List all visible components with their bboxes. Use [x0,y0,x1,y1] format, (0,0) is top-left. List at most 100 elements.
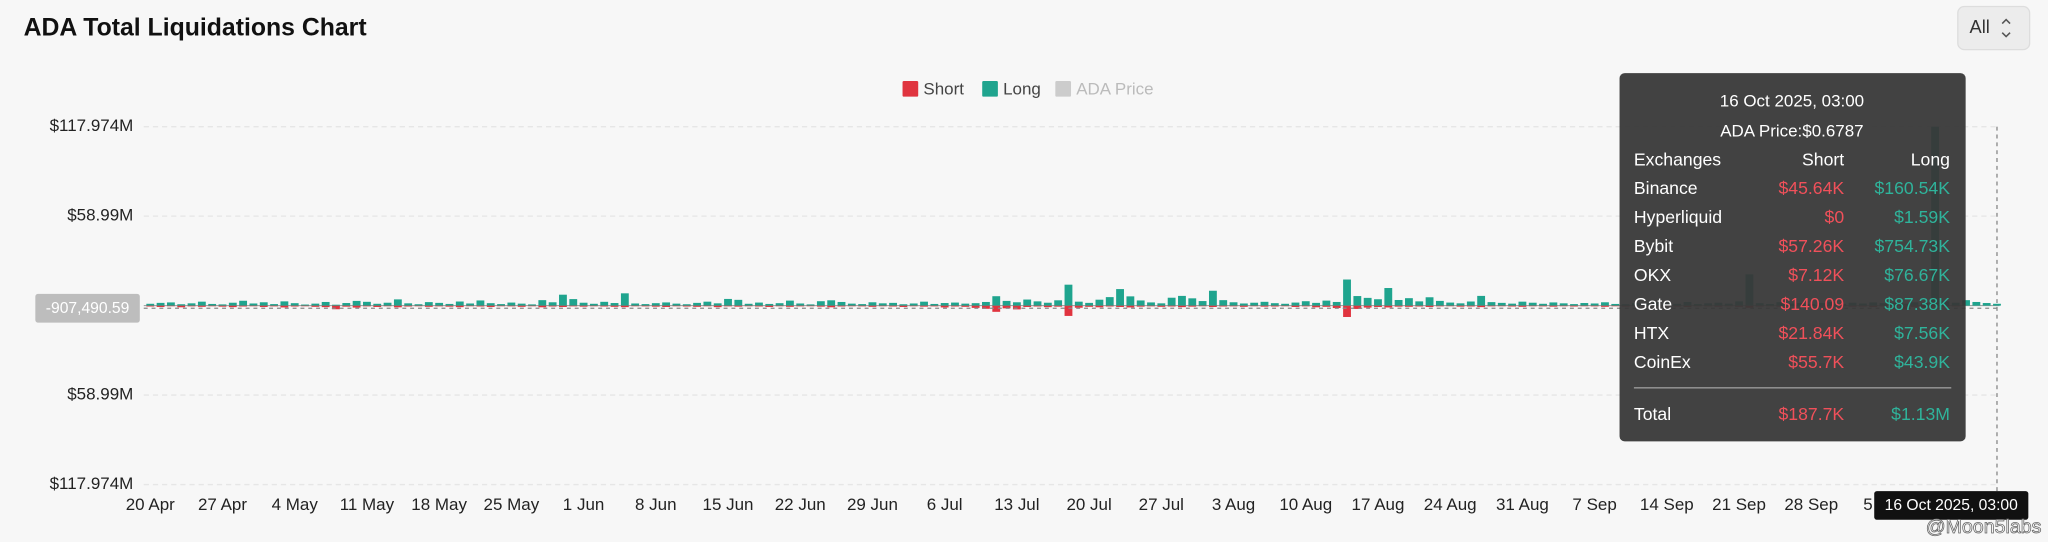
tooltip-box [1619,73,1966,442]
bar [486,303,495,306]
x-tick-label: 6 Jul [927,495,963,514]
bar [1270,303,1279,306]
bar [796,303,805,306]
bar [889,305,898,307]
tooltip-cell: $7.56K [1894,323,1950,343]
bar [1291,305,1300,307]
bar [827,300,836,306]
x-tick-label: 17 Aug [1352,495,1405,514]
bar [1590,303,1599,306]
bar [1002,300,1011,306]
bar [1147,302,1155,306]
bar [1508,303,1517,306]
bar [1539,303,1547,306]
bar [1198,301,1207,306]
bar [1343,279,1351,306]
x-tick-label: 1 Jun [563,495,605,514]
bar [476,305,485,307]
bar [796,305,805,307]
legend-label[interactable]: Long [1003,80,1041,99]
bar [455,301,464,306]
bar [1126,305,1135,308]
bar [187,305,196,307]
bar [858,304,867,306]
bar [909,303,918,306]
tooltip-total: Total [1634,404,1671,424]
bar [1972,301,1981,306]
bar [724,305,732,307]
bar [218,304,227,306]
bar [982,301,990,306]
bar [1301,305,1310,307]
bar [445,305,454,307]
y-tick-label: $117.974M [50,116,134,135]
bar [559,294,567,306]
y-tick-label: $58.99M [67,206,133,225]
tooltip-cell: $1.59K [1894,207,1950,227]
bar [1425,297,1434,306]
bar [1033,301,1042,306]
x-tick-label: 27 Apr [198,495,247,514]
x-tick-label: 13 Jul [994,495,1039,514]
bar [424,305,433,307]
chart-title: ADA Total Liquidations Chart [24,14,367,41]
legend-swatch[interactable] [1055,80,1072,97]
bar [455,305,464,308]
bar [1054,305,1063,307]
bar [373,303,382,306]
bar [1064,284,1073,306]
x-tick-label: 24 Aug [1424,495,1477,514]
bar [951,305,959,307]
bar [1064,305,1073,316]
bar [579,305,588,307]
bar [868,305,877,307]
x-tick-label: 8 Jun [635,495,677,514]
bar [662,305,671,307]
tooltip-title: 16 Oct 2025, 03:00 [1720,91,1864,110]
bar [610,303,619,306]
bar [1580,303,1589,306]
bar [1229,302,1238,306]
bar [1528,302,1537,306]
bar [1425,305,1434,307]
bar [528,305,536,307]
tooltip-cell: $55.7K [1788,352,1844,372]
legend-swatch[interactable] [982,80,998,97]
tooltip-cell: HTX [1634,323,1669,343]
bar [785,300,794,306]
tooltip-cell: $7.12K [1788,265,1844,285]
tooltip-cell: $160.54K [1875,178,1951,198]
range-label[interactable]: All [1970,16,1990,37]
bar [878,303,887,306]
x-tick-label: 18 May [411,495,467,514]
bar [651,303,660,306]
bar [744,305,753,307]
bar [342,303,351,306]
bar [1466,305,1475,307]
bar [1012,302,1021,306]
legend-swatch[interactable] [902,80,919,97]
range-selector[interactable]: All [1957,5,2031,51]
range-button[interactable] [1957,5,2031,51]
bar [620,305,629,308]
legend-label[interactable]: Short [923,80,964,99]
bar [1487,305,1496,307]
bar [1312,302,1320,306]
bar [497,305,505,307]
bar [1446,305,1455,307]
bar [631,303,640,306]
bar [1229,305,1238,307]
tooltip-cell: $45.64K [1779,178,1845,198]
bar [1435,300,1444,306]
bar [311,303,320,306]
bar [785,305,794,307]
bar [1167,305,1176,307]
bar [1178,305,1186,308]
bar [569,305,578,307]
bar [1095,305,1104,308]
bar [301,305,309,307]
legend-label[interactable]: ADA Price [1076,80,1153,99]
bar [734,305,743,307]
chevron-icon [2001,18,2011,38]
bar [414,304,423,306]
